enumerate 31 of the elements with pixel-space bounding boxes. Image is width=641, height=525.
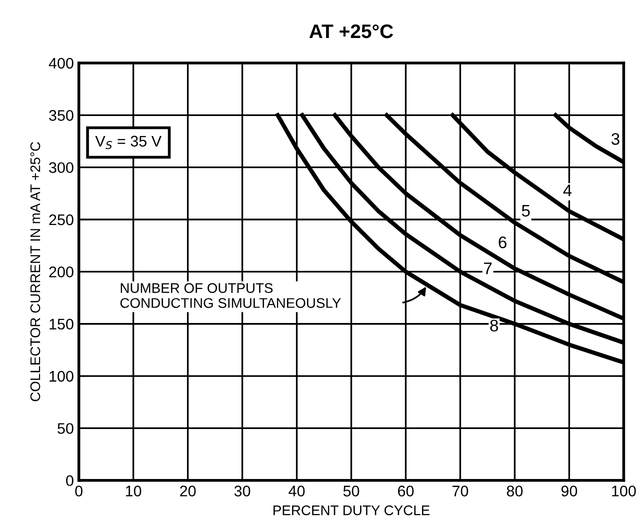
chart-title: AT +25°C [309,24,394,38]
series-label: 4 [563,184,572,196]
x-tick-label: 60 [398,486,414,496]
x-tick-label: 90 [561,486,578,496]
series-label: 5 [522,204,530,217]
x-tick-label: 50 [343,486,360,496]
series-label: 8 [490,320,498,332]
x-tick-label: 30 [234,486,250,496]
x-tick-label: 0 [75,486,82,496]
y-tick-label: 350 [49,110,74,121]
x-tick-label: 20 [180,486,196,496]
y-tick-label: 200 [49,266,74,278]
x-tick-label: 80 [506,486,523,496]
x-tick-label: 10 [126,486,142,496]
y-tick-label: 100 [50,370,74,382]
x-axis-title: PERCENT DUTY CYCLE [274,505,430,516]
y-axis-title: COLLECTOR CURRENT IN mA AT +25°C [30,142,40,402]
annotation: V$_{S}$ = 35 V [95,136,162,150]
y-tick-label: 250 [49,214,74,226]
series-label: 3 [611,133,620,145]
x-tick-label: 100 [612,486,636,496]
y-tick-label: 150 [50,318,74,330]
y-tick-label: 0 [66,475,74,486]
series-label: 6 [498,236,506,248]
x-tick-label: 40 [288,486,305,496]
series-label: 7 [484,262,492,274]
y-tick-label: 300 [49,162,74,174]
y-tick-label: 50 [58,423,74,434]
annotation: NUMBER OF OUTPUTS CONDUCTING SIMULTANEOUSLY [120,283,341,308]
y-tick-label: 400 [48,58,74,69]
x-tick-label: 70 [452,486,468,496]
